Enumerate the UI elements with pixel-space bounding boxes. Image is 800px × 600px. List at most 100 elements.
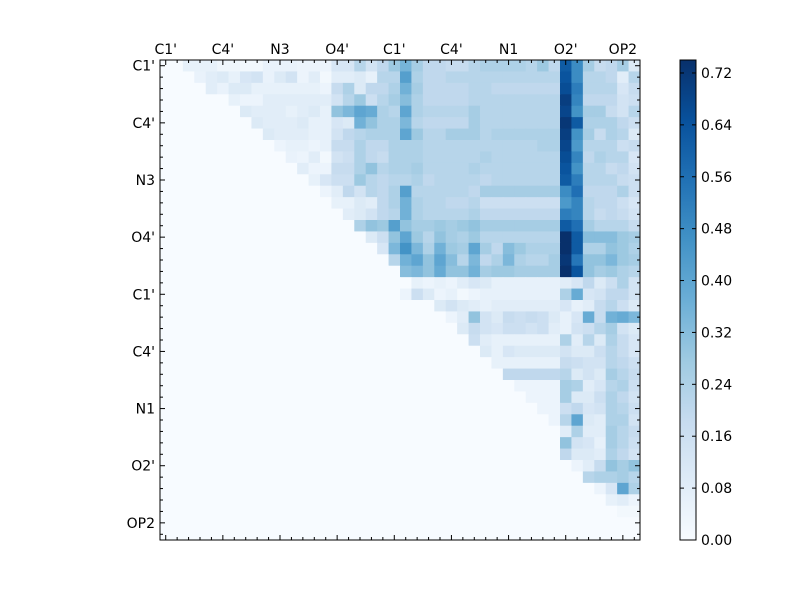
heatmap-cell xyxy=(400,368,412,381)
heatmap-cell xyxy=(365,151,378,164)
heatmap-cell xyxy=(262,128,275,141)
heatmap-cell xyxy=(354,185,367,198)
heatmap-cell xyxy=(240,357,252,369)
heatmap-cell xyxy=(182,517,195,529)
heatmap-cell xyxy=(354,494,367,507)
heatmap-cell xyxy=(434,140,447,152)
heatmap-cell xyxy=(251,391,264,404)
heatmap-cell xyxy=(262,437,275,449)
heatmap-cell xyxy=(365,402,378,415)
heatmap-cell xyxy=(182,345,195,358)
heatmap-cell xyxy=(468,448,481,461)
heatmap-cell xyxy=(514,322,527,335)
heatmap-cell xyxy=(411,117,424,129)
heatmap-cell xyxy=(491,425,504,438)
heatmap-cell xyxy=(560,94,572,107)
heatmap-cell xyxy=(228,242,241,255)
heatmap-cell xyxy=(274,231,287,244)
heatmap-cell xyxy=(274,311,287,324)
heatmap-cell xyxy=(182,437,195,449)
heatmap-cell xyxy=(388,471,401,484)
heatmap-cell xyxy=(251,288,264,301)
heatmap-cell xyxy=(274,380,287,392)
heatmap-cell xyxy=(457,60,469,72)
heatmap-cell xyxy=(434,208,447,221)
heatmap-cell xyxy=(354,60,367,72)
heatmap-cell xyxy=(594,128,607,141)
heatmap-cell xyxy=(605,71,618,84)
heatmap-cell xyxy=(491,174,504,187)
heatmap-cell xyxy=(377,345,389,358)
heatmap-cell xyxy=(560,82,572,95)
heatmap-cell xyxy=(274,368,287,381)
heatmap-cell xyxy=(285,311,298,324)
heatmap-cell xyxy=(605,105,618,118)
colorbar-tick-label: 0.00 xyxy=(701,533,732,549)
heatmap-cell xyxy=(354,380,367,392)
heatmap-cell xyxy=(160,128,172,141)
heatmap-cell xyxy=(251,300,264,312)
heatmap-cell xyxy=(605,322,618,335)
heatmap-cell xyxy=(388,368,401,381)
heatmap-cell xyxy=(331,242,344,255)
heatmap-cell xyxy=(548,425,561,438)
heatmap-cell xyxy=(308,482,321,495)
heatmap-cell xyxy=(228,357,241,369)
heatmap-cell xyxy=(491,162,504,175)
heatmap-cell xyxy=(491,391,504,404)
heatmap-cell xyxy=(594,151,607,164)
heatmap-cell xyxy=(468,231,481,244)
heatmap-cell xyxy=(445,117,458,129)
heatmap-cell xyxy=(388,231,401,244)
heatmap-cell xyxy=(434,311,447,324)
colorbar-frame xyxy=(679,59,697,541)
heatmap-cell xyxy=(468,300,481,312)
heatmap-cell xyxy=(377,391,389,404)
heatmap-cell xyxy=(320,300,332,312)
heatmap-cell xyxy=(400,174,412,187)
heatmap-cell xyxy=(628,197,641,209)
heatmap-cell xyxy=(274,357,287,369)
heatmap-cell xyxy=(388,140,401,152)
heatmap-cell xyxy=(502,71,515,84)
heatmap-cell xyxy=(320,517,332,529)
heatmap-cell xyxy=(171,391,184,404)
heatmap-cell xyxy=(320,334,332,347)
heatmap-cell xyxy=(354,174,367,187)
heatmap-cell xyxy=(205,300,218,312)
heatmap-cell xyxy=(217,368,229,381)
heatmap-cell xyxy=(582,242,595,255)
row-label: C1' xyxy=(132,287,155,303)
heatmap-cell xyxy=(594,437,607,449)
heatmap-cell xyxy=(400,414,412,427)
heatmap-cell xyxy=(514,334,527,347)
heatmap-cell xyxy=(182,334,195,347)
heatmap-cell xyxy=(160,448,172,461)
heatmap-cell xyxy=(571,334,584,347)
heatmap-cell xyxy=(377,105,389,118)
heatmap-cell xyxy=(274,140,287,152)
heatmap-cell xyxy=(388,174,401,187)
heatmap-cell xyxy=(400,197,412,209)
heatmap-cell xyxy=(537,528,549,541)
heatmap-cell xyxy=(182,494,195,507)
heatmap-cell xyxy=(491,505,504,518)
heatmap-cell xyxy=(548,60,561,72)
heatmap-cell xyxy=(182,471,195,484)
heatmap-cell xyxy=(251,208,264,221)
heatmap-cell xyxy=(262,391,275,404)
heatmap-cell xyxy=(342,380,355,392)
heatmap-cells xyxy=(160,60,641,541)
heatmap-cell xyxy=(285,334,298,347)
heatmap-cell xyxy=(571,82,584,95)
heatmap-cell xyxy=(205,94,218,107)
heatmap-cell xyxy=(251,357,264,369)
heatmap-cell xyxy=(228,517,241,529)
heatmap-cell xyxy=(457,448,469,461)
heatmap-cell xyxy=(445,94,458,107)
heatmap-cell xyxy=(434,380,447,392)
heatmap-cell xyxy=(628,220,641,232)
heatmap-cell xyxy=(262,311,275,324)
heatmap-cell xyxy=(548,368,561,381)
